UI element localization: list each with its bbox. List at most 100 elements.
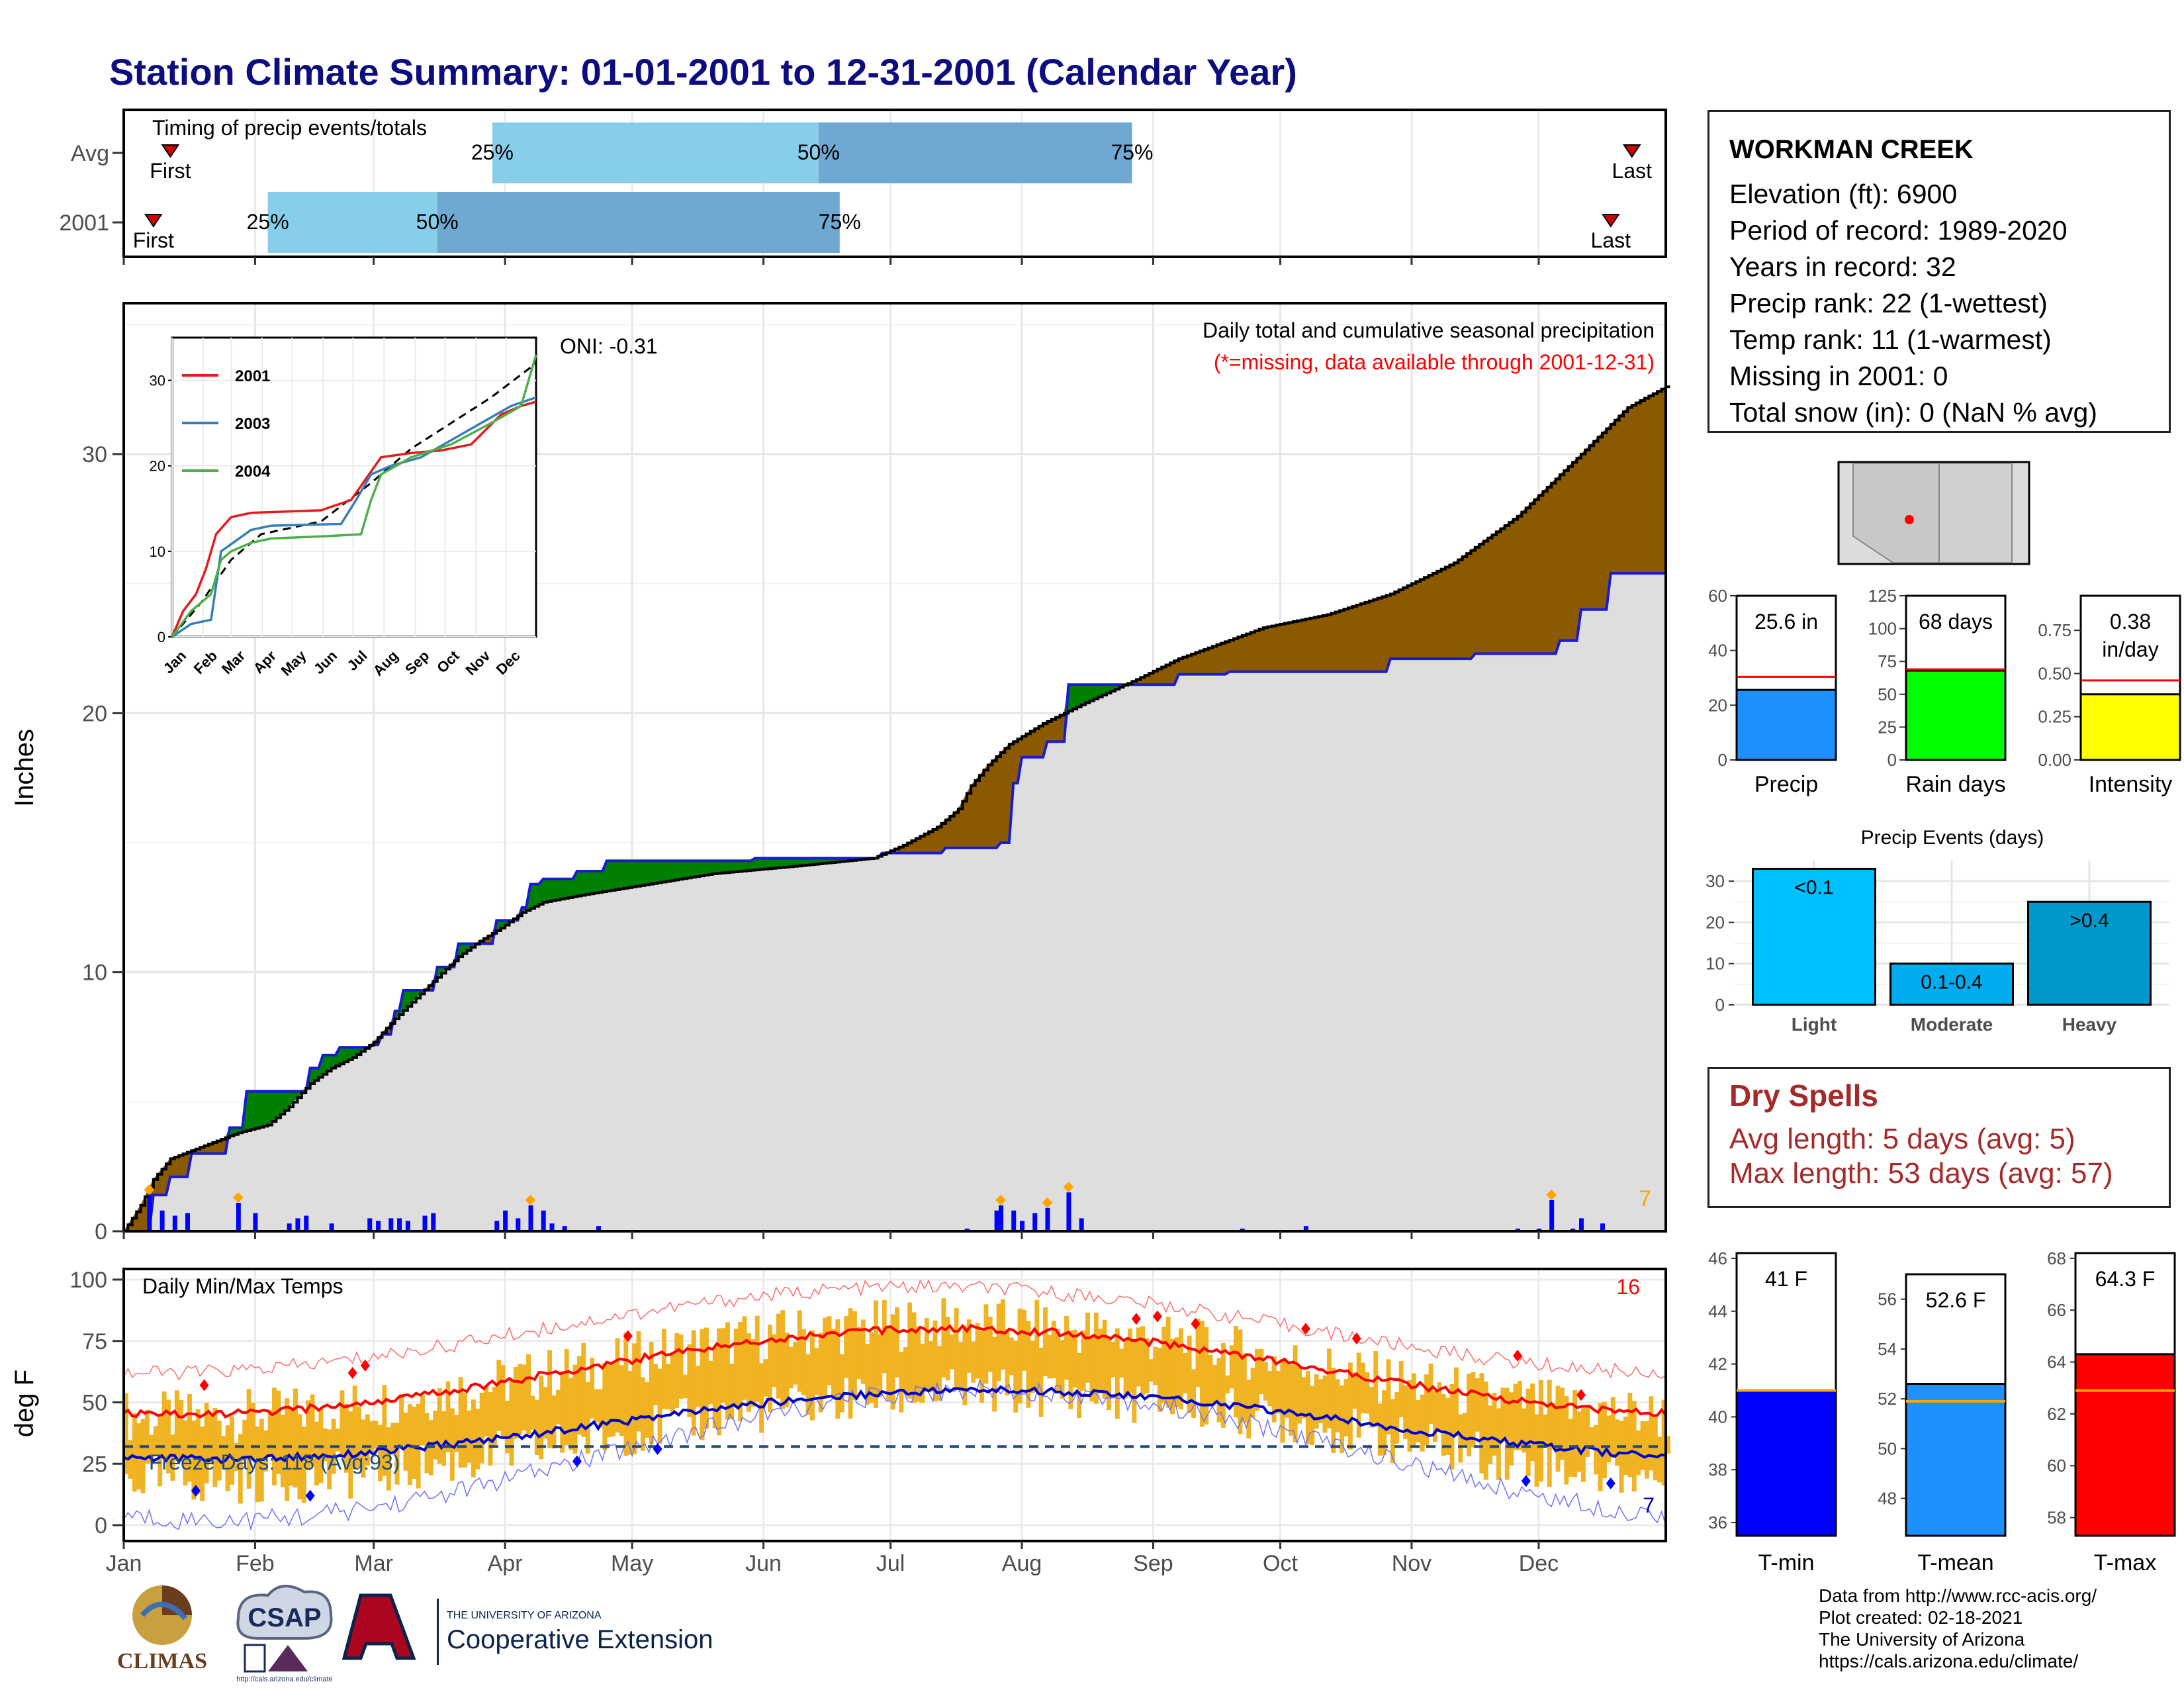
daily-temp-range-bar [246, 1389, 251, 1489]
daily-temp-range-bar [378, 1425, 383, 1481]
daily-temp-range-bar [1056, 1329, 1061, 1391]
daily-precip-bar [994, 1210, 999, 1231]
daily-temp-range-bar [966, 1319, 972, 1373]
events-bar-label: >0.4 [2070, 910, 2109, 931]
daily-temp-range-bar [1111, 1342, 1116, 1378]
daily-temp-range-bar [1513, 1383, 1518, 1450]
events-ytick-label: 30 [1706, 871, 1725, 891]
daily-temp-range-bar [941, 1298, 946, 1378]
daily-temp-range-bar [611, 1363, 616, 1437]
daily-temp-range-bar [569, 1378, 574, 1450]
mini-bar-value-label: 25.6 in [1754, 610, 1818, 633]
precip-anomaly-sliver [1373, 597, 1379, 673]
daily-temp-range-bar [1615, 1419, 1620, 1466]
daily-temp-range-bar [1657, 1436, 1662, 1483]
precip-anomaly-sliver [1293, 620, 1298, 673]
daily-temp-range-bar [873, 1300, 878, 1408]
daily-temp-range-bar [221, 1436, 226, 1468]
temp-panel-label: Daily Min/Max Temps [142, 1274, 343, 1298]
daily-temp-range-bar [590, 1358, 595, 1419]
month-label: Sep [1133, 1551, 1173, 1576]
record-high-marker [347, 1366, 357, 1379]
daily-temp-range-bar [1068, 1330, 1073, 1409]
daily-temp-range-bar [1462, 1413, 1467, 1446]
month-label: Jul [876, 1551, 905, 1576]
timing-first-label: First [133, 228, 174, 252]
daily-precip-bar [376, 1221, 381, 1231]
daily-temp-range-bar [691, 1330, 696, 1436]
precip-anomaly-sliver [754, 857, 760, 870]
precip-anomaly-sliver [1339, 608, 1345, 673]
precip-anomaly-sliver [665, 860, 671, 882]
daily-precip-bar [367, 1218, 373, 1231]
daily-temp-range-bar [1089, 1336, 1095, 1401]
station-temp-rank: Temp rank: 11 (1-warmest) [1729, 324, 2052, 355]
precip-anomaly-sliver [1318, 615, 1324, 673]
record-low-marker [572, 1455, 582, 1468]
daily-temp-range-bar [166, 1399, 171, 1474]
daily-temp-range-bar [1500, 1387, 1506, 1442]
daily-temp-range-bar [437, 1388, 442, 1464]
daily-temp-range-bar [920, 1343, 925, 1403]
daily-temp-range-bar [827, 1316, 832, 1385]
precip-anomaly-sliver [1233, 636, 1238, 673]
daily-temp-range-bar [1153, 1346, 1158, 1385]
daily-temp-range-bar [636, 1331, 641, 1432]
precip-base-area [124, 573, 1666, 1231]
mini-bar-value-label: 68 days [1919, 610, 1993, 633]
precip-anomaly-sliver [1242, 633, 1247, 673]
month-label: May [611, 1551, 653, 1576]
daily-temp-range-bar [712, 1346, 717, 1429]
credit-url: https://cals.arizona.edu/climate/ [1819, 1651, 2079, 1671]
daily-temp-range-bar [280, 1415, 285, 1487]
precip-anomaly-sliver [1398, 587, 1404, 659]
month-label: Jan [106, 1551, 142, 1576]
timing-last-label: Last [1612, 159, 1653, 183]
daily-temp-range-bar [1530, 1383, 1535, 1462]
precip-anomaly-sliver [1500, 525, 1506, 654]
daily-temp-range-bar [844, 1316, 849, 1378]
daily-temp-range-bar [708, 1360, 713, 1405]
daily-temp-range-bar [1009, 1337, 1014, 1376]
precip-anomaly-sliver [1529, 498, 1535, 654]
temp-ytick-label: 75 [82, 1329, 107, 1354]
precip-anomaly-sliver [559, 878, 565, 900]
daily-temp-range-bar [500, 1365, 506, 1439]
daily-temp-range-bar [539, 1376, 544, 1460]
daily-temp-range-bar [352, 1385, 357, 1470]
daily-precip-bar [528, 1205, 533, 1231]
daily-temp-range-bar [1195, 1319, 1201, 1387]
daily-temp-range-bar [492, 1386, 497, 1447]
daily-temp-range-bar [576, 1356, 582, 1435]
mini-bar-ytick-label: 0.50 [2038, 663, 2071, 683]
daily-temp-range-bar [1352, 1372, 1357, 1409]
ua-university-name: THE UNIVERSITY OF ARIZONA [447, 1610, 602, 1621]
daily-temp-range-bar [153, 1426, 158, 1456]
precip-anomaly-sliver [1483, 537, 1488, 654]
precip-ylabel: Inches [10, 729, 39, 807]
precip-anomaly-sliver [1487, 534, 1493, 654]
daily-temp-range-bar [1453, 1367, 1459, 1436]
precip-anomaly-sliver [627, 860, 633, 888]
daily-temp-range-bar [1238, 1329, 1243, 1434]
daily-temp-range-bar [1170, 1338, 1175, 1415]
temp-ytick-label: 0 [95, 1513, 107, 1538]
mini-bar-ytick-label: 40 [1708, 641, 1727, 661]
daily-temp-range-bar [1149, 1359, 1154, 1382]
daily-temp-range-bar [551, 1395, 557, 1449]
inset-legend-label: 2001 [235, 367, 270, 385]
daily-precip-bar [172, 1215, 177, 1231]
daily-temp-range-bar [1026, 1321, 1031, 1408]
month-label: Nov [1392, 1551, 1432, 1576]
daily-temp-range-bar [1013, 1340, 1019, 1413]
daily-temp-range-bar [128, 1440, 133, 1479]
events-bar-label: <0.1 [1794, 876, 1833, 898]
daily-temp-range-bar [1140, 1326, 1146, 1396]
daily-temp-range-bar [975, 1323, 980, 1379]
precip-anomaly-sliver [1475, 543, 1480, 654]
daily-record-marker [1546, 1190, 1557, 1201]
daily-temp-range-bar [1051, 1321, 1056, 1379]
precip-anomaly-sliver [1593, 436, 1599, 610]
precip-anomaly-sliver [606, 860, 612, 892]
precip-anomaly-sliver [686, 860, 692, 878]
